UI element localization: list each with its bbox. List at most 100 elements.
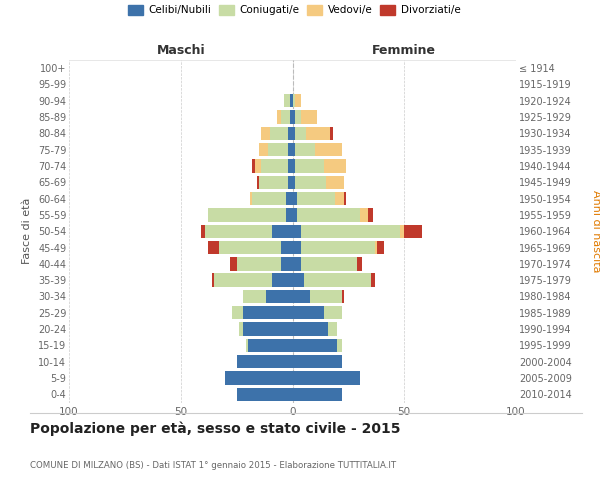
Bar bbox=[281, 110, 290, 124]
Bar bbox=[358, 257, 362, 270]
Bar bbox=[293, 110, 295, 124]
Bar bbox=[404, 224, 422, 238]
Bar bbox=[371, 274, 375, 287]
Bar bbox=[281, 257, 293, 270]
Bar bbox=[270, 126, 288, 140]
Bar bbox=[281, 241, 293, 254]
Y-axis label: Anni di nascita: Anni di nascita bbox=[591, 190, 600, 272]
Bar bbox=[201, 224, 205, 238]
Bar bbox=[257, 176, 259, 189]
Bar bbox=[293, 208, 297, 222]
Bar bbox=[293, 176, 295, 189]
Bar bbox=[272, 224, 293, 238]
Bar bbox=[252, 192, 286, 205]
Text: Femmine: Femmine bbox=[372, 44, 436, 57]
Bar bbox=[293, 241, 301, 254]
Bar bbox=[337, 338, 341, 352]
Bar bbox=[335, 192, 344, 205]
Legend: Celibi/Nubili, Coniugati/e, Vedovi/e, Divorziati/e: Celibi/Nubili, Coniugati/e, Vedovi/e, Di… bbox=[128, 5, 460, 15]
Bar bbox=[293, 94, 295, 108]
Bar bbox=[293, 160, 295, 172]
Bar bbox=[293, 322, 328, 336]
Bar bbox=[331, 126, 333, 140]
Text: COMUNE DI MILZANO (BS) - Dati ISTAT 1° gennaio 2015 - Elaborazione TUTTITALIA.IT: COMUNE DI MILZANO (BS) - Dati ISTAT 1° g… bbox=[30, 460, 396, 469]
Bar bbox=[252, 160, 254, 172]
Bar bbox=[250, 192, 252, 205]
Bar bbox=[245, 338, 248, 352]
Bar bbox=[293, 306, 324, 320]
Bar bbox=[208, 208, 286, 222]
Bar bbox=[293, 192, 297, 205]
Bar bbox=[293, 257, 301, 270]
Bar bbox=[359, 208, 368, 222]
Bar bbox=[239, 322, 244, 336]
Bar bbox=[244, 306, 293, 320]
Bar bbox=[259, 176, 288, 189]
Bar bbox=[297, 208, 359, 222]
Bar bbox=[306, 126, 331, 140]
Bar bbox=[212, 274, 214, 287]
Bar bbox=[297, 192, 335, 205]
Bar bbox=[266, 290, 293, 303]
Bar bbox=[304, 274, 371, 287]
Bar bbox=[259, 143, 268, 156]
Bar bbox=[293, 388, 341, 401]
Bar bbox=[248, 338, 293, 352]
Bar bbox=[205, 224, 272, 238]
Bar bbox=[236, 257, 281, 270]
Bar bbox=[293, 143, 295, 156]
Bar bbox=[288, 160, 293, 172]
Bar bbox=[344, 192, 346, 205]
Bar bbox=[295, 126, 306, 140]
Bar bbox=[326, 176, 344, 189]
Bar bbox=[290, 94, 293, 108]
Bar bbox=[226, 372, 293, 384]
Bar bbox=[293, 274, 304, 287]
Bar bbox=[214, 274, 272, 287]
Bar bbox=[236, 355, 293, 368]
Bar bbox=[295, 94, 301, 108]
Bar bbox=[230, 257, 236, 270]
Bar bbox=[244, 290, 266, 303]
Bar bbox=[286, 208, 293, 222]
Bar bbox=[315, 143, 341, 156]
Bar bbox=[261, 160, 288, 172]
Bar bbox=[284, 94, 290, 108]
Bar bbox=[324, 160, 346, 172]
Bar bbox=[375, 241, 377, 254]
Bar bbox=[295, 176, 326, 189]
Bar bbox=[310, 290, 341, 303]
Bar bbox=[293, 224, 301, 238]
Bar bbox=[324, 306, 341, 320]
Bar bbox=[341, 290, 344, 303]
Bar bbox=[295, 160, 324, 172]
Bar bbox=[293, 355, 341, 368]
Bar bbox=[293, 338, 337, 352]
Bar bbox=[293, 372, 359, 384]
Bar bbox=[295, 110, 301, 124]
Bar bbox=[301, 257, 358, 270]
Bar bbox=[268, 143, 288, 156]
Bar bbox=[261, 126, 270, 140]
Bar bbox=[236, 388, 293, 401]
Bar bbox=[219, 241, 281, 254]
Bar bbox=[293, 126, 295, 140]
Y-axis label: Fasce di età: Fasce di età bbox=[22, 198, 32, 264]
Bar bbox=[288, 143, 293, 156]
Bar bbox=[301, 110, 317, 124]
Bar bbox=[254, 160, 261, 172]
Text: Maschi: Maschi bbox=[157, 44, 205, 57]
Bar bbox=[286, 192, 293, 205]
Bar bbox=[277, 110, 281, 124]
Bar bbox=[400, 224, 404, 238]
Bar bbox=[232, 306, 244, 320]
Bar bbox=[377, 241, 384, 254]
Bar bbox=[301, 224, 400, 238]
Bar bbox=[328, 322, 337, 336]
Bar bbox=[293, 290, 310, 303]
Bar bbox=[288, 176, 293, 189]
Bar bbox=[244, 322, 293, 336]
Text: Popolazione per età, sesso e stato civile - 2015: Popolazione per età, sesso e stato civil… bbox=[30, 421, 401, 436]
Bar bbox=[272, 274, 293, 287]
Bar bbox=[295, 143, 315, 156]
